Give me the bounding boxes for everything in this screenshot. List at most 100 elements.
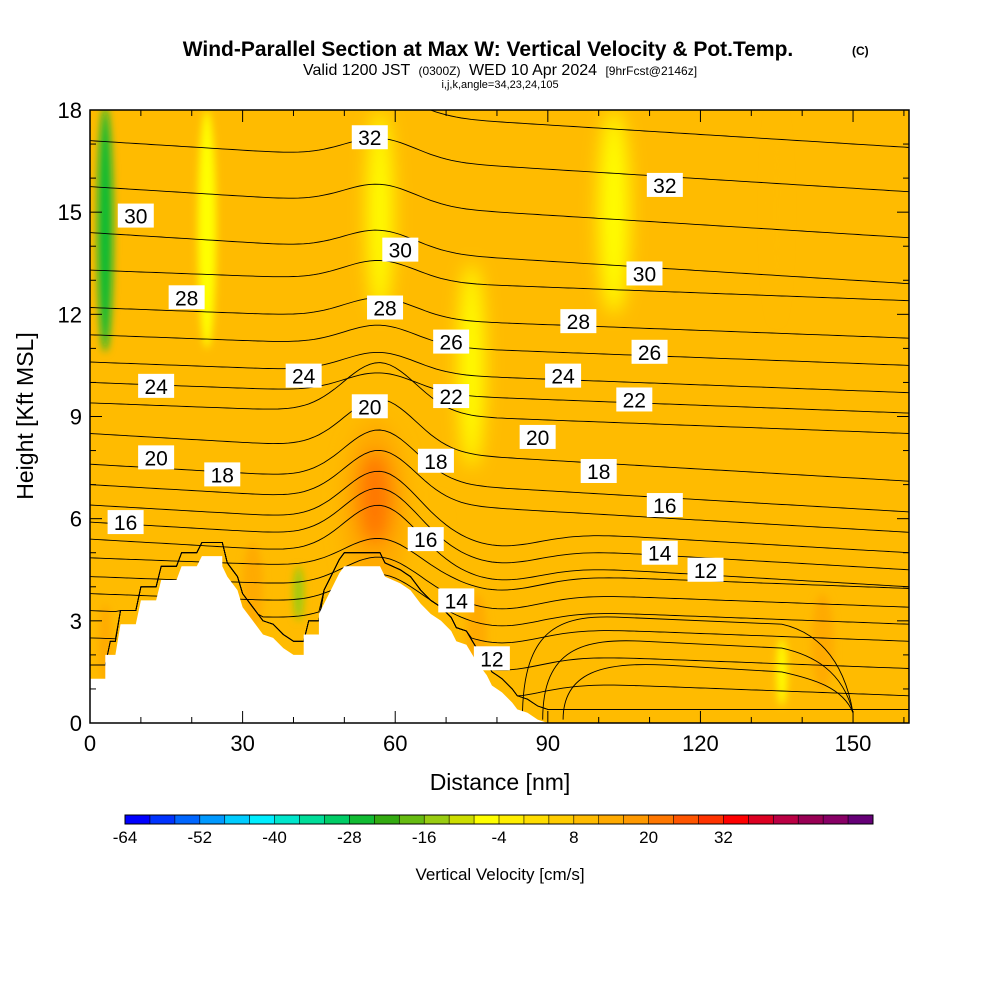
colorbar-swatch xyxy=(125,815,151,824)
theta-label-box xyxy=(641,540,678,565)
colorbar-swatch xyxy=(199,815,226,824)
theta-low-contour-11 xyxy=(542,640,854,720)
plot-area: 32 32 30 30 30 28 28 28 26 26 24 24 24 22 22 20 20 20 18 18… xyxy=(90,110,909,723)
theta-contour-34 xyxy=(90,720,396,723)
y-tick-label: 3 xyxy=(70,609,82,634)
theta-contour-32 xyxy=(90,137,909,193)
colorbar-label: -4 xyxy=(491,828,506,847)
theta-label-text: 24 xyxy=(551,366,575,389)
x-axis: 0 30 60 90 120 150 xyxy=(84,110,905,756)
theta-label-text: 20 xyxy=(358,396,381,419)
theta-label-text: 16 xyxy=(114,512,137,535)
theta-label-box xyxy=(367,295,404,320)
theta-label-4: 30 xyxy=(626,261,663,286)
theta-label-text: 28 xyxy=(373,298,396,321)
updraft-core-1 xyxy=(357,450,393,546)
x-tick-label: 120 xyxy=(682,731,719,756)
colorbar-title: Vertical Velocity [cm/s] xyxy=(415,865,584,884)
theta-label-15: 20 xyxy=(351,394,388,419)
theta-label-box xyxy=(285,363,322,388)
theta-label-text: 24 xyxy=(144,376,168,399)
y-tick-label: 15 xyxy=(58,200,82,225)
theta-label-19: 18 xyxy=(417,448,454,474)
y-tick-label: 12 xyxy=(58,302,82,327)
colorbar-swatch xyxy=(623,815,649,824)
theta-label-1: 32 xyxy=(646,172,683,198)
theta-label-2: 30 xyxy=(117,203,154,229)
theta-label-text: 26 xyxy=(439,332,462,355)
theta-label-text: 30 xyxy=(124,206,147,229)
y-axis-title: Height [Kft MSL] xyxy=(12,332,38,499)
theta-contour-27 xyxy=(90,324,909,366)
colorbar-swatch xyxy=(748,815,774,824)
x-tick-label: 0 xyxy=(84,731,96,756)
theta-label-box xyxy=(204,462,241,487)
downdraft-streak-13 xyxy=(598,110,630,315)
x-tick-label: 30 xyxy=(230,731,254,756)
colorbar-swatch xyxy=(499,815,525,824)
theta-label-17: 20 xyxy=(138,445,175,470)
colorbar-swatch xyxy=(349,815,375,824)
colorbar-swatch xyxy=(224,815,251,824)
updraft-core-3 xyxy=(811,593,834,689)
theta-contour-30 xyxy=(90,229,909,285)
theta-label-text: 32 xyxy=(358,127,381,150)
theta-label-box xyxy=(138,445,175,470)
colorbar-swatch xyxy=(374,815,400,824)
colorbar-label: -40 xyxy=(262,828,287,847)
theta-label-text: 24 xyxy=(292,366,316,389)
y-tick-label: 9 xyxy=(70,405,82,430)
theta-label-text: 18 xyxy=(587,461,610,484)
theta-label-7: 28 xyxy=(560,309,597,334)
subtitle-forecast: [9hrFcst@2146z] xyxy=(605,64,697,78)
theta-contour-20 xyxy=(90,470,909,554)
downdraft-streak-14 xyxy=(458,263,485,468)
theta-label-text: 16 xyxy=(414,529,437,552)
colorbar-swatch xyxy=(848,815,874,824)
theta-contour-33 xyxy=(429,110,909,148)
theta-label-text: 14 xyxy=(445,590,469,613)
theta-label-box xyxy=(646,172,683,197)
subtitle-date: WED 10 Apr 2024 xyxy=(469,62,597,79)
x-tick-label: 90 xyxy=(536,731,560,756)
theta-contour-29 xyxy=(90,260,909,302)
theta-label-6: 28 xyxy=(367,295,404,321)
theta-label-box xyxy=(580,458,617,483)
theta-contour-31 xyxy=(90,183,909,239)
colorbar-label: -28 xyxy=(337,828,362,847)
theta-contour-17 xyxy=(90,538,909,591)
theta-label-text: 14 xyxy=(648,543,672,566)
colorbar-swatch xyxy=(149,815,176,824)
subtitle-valid-time: Valid 1200 JST xyxy=(303,62,411,79)
theta-label-text: 16 xyxy=(653,495,676,518)
theta-label-box xyxy=(687,557,724,582)
theta-label-12: 24 xyxy=(545,363,582,389)
colorbar-swatch xyxy=(823,815,849,824)
chart-titles: Wind-Parallel Section at Max W: Vertical… xyxy=(183,38,869,91)
theta-label-0: 32 xyxy=(351,125,388,150)
theta-label-box xyxy=(351,125,388,150)
chart-title-mark: (C) xyxy=(852,44,869,58)
colorbar-swatch xyxy=(698,815,724,824)
colorbar-label: -64 xyxy=(113,828,138,847)
colorbar-swatch xyxy=(598,815,625,824)
theta-label-box xyxy=(438,588,475,613)
theta-label-box xyxy=(433,329,470,354)
theta-contour-18 xyxy=(90,504,909,588)
theta-label-10: 24 xyxy=(138,373,175,399)
potential-temperature-contours xyxy=(90,110,909,723)
chart-subtitle-indices: i,j,k,angle=34,23,24,105 xyxy=(441,79,558,91)
theta-label-20: 18 xyxy=(580,458,617,484)
theta-label-box xyxy=(519,424,556,449)
colorbar-label: 32 xyxy=(714,828,733,847)
theta-label-11: 24 xyxy=(285,363,322,389)
y-tick-label: 18 xyxy=(58,98,82,123)
colorbar-swatch xyxy=(424,815,450,824)
theta-label-box xyxy=(138,373,175,398)
theta-label-text: 18 xyxy=(211,464,234,487)
colorbar-label: 20 xyxy=(639,828,658,847)
theta-label-23: 16 xyxy=(646,493,683,518)
terrain xyxy=(90,556,548,723)
colorbar-swatch xyxy=(798,815,824,824)
theta-label-box xyxy=(560,309,597,334)
